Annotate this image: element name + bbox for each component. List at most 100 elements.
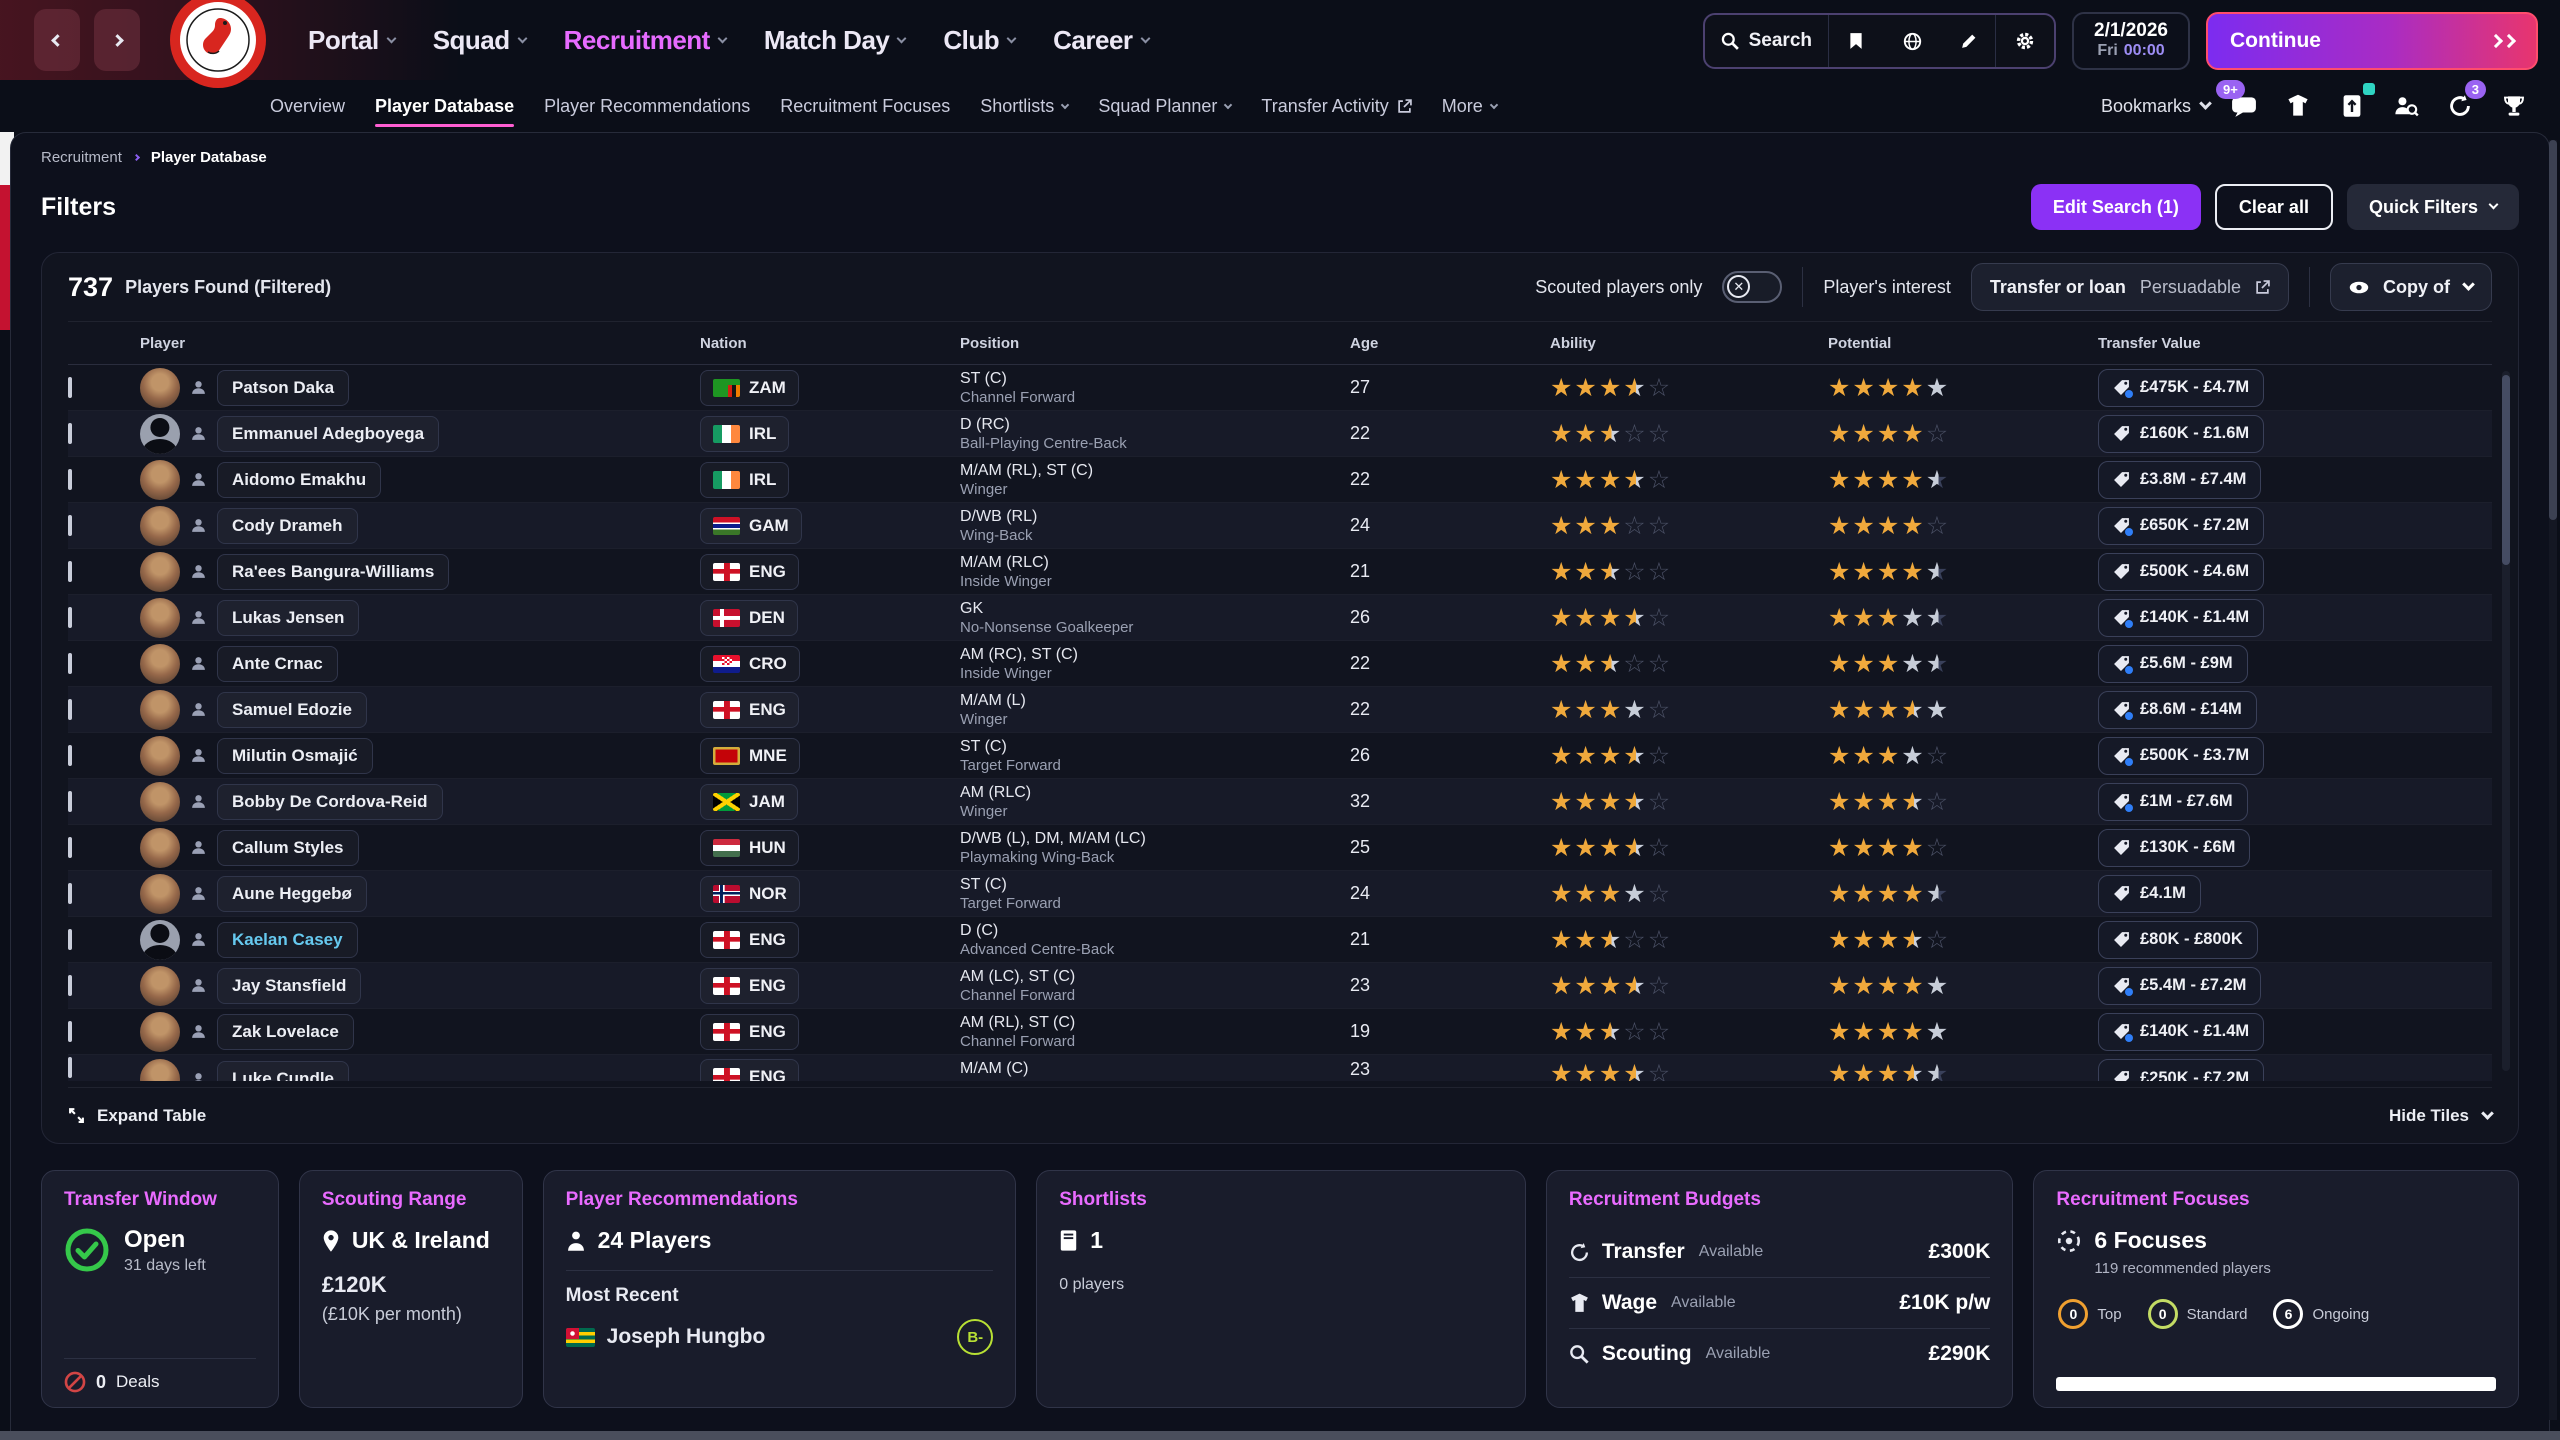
row-checkbox[interactable]	[68, 836, 72, 858]
search-button[interactable]: Search	[1705, 15, 1828, 67]
table-scrollbar[interactable]	[2502, 371, 2510, 1071]
transfer-value-chip[interactable]: £140K - £1.4M	[2098, 598, 2265, 637]
row-checkbox[interactable]	[68, 698, 72, 720]
transfer-value-chip[interactable]: £250K - £7.2M	[2098, 1059, 2265, 1081]
row-checkbox[interactable]	[68, 790, 72, 812]
table-row[interactable]: Kaelan Casey ENG D (C) Advanced Centre-Ba…	[68, 917, 2492, 963]
row-checkbox[interactable]	[68, 744, 72, 766]
col-nation[interactable]: Nation	[700, 334, 747, 352]
transfer-value-chip[interactable]: £130K - £6M	[2098, 828, 2251, 867]
player-name[interactable]: Luke Cundle	[217, 1061, 350, 1081]
transfer-value-chip[interactable]: £1M - £7.6M	[2098, 782, 2248, 821]
transfer-value-chip[interactable]: £5.6M - £9M	[2098, 644, 2248, 683]
transfer-value-chip[interactable]: £4.1M	[2098, 874, 2201, 913]
row-checkbox[interactable]	[68, 422, 72, 444]
row-checkbox[interactable]	[68, 468, 72, 490]
player-name[interactable]: Zak Lovelace	[217, 1013, 354, 1050]
table-row[interactable]: Cody Drameh GAM D/WB (RL) Wing-Back 24 ★★…	[68, 503, 2492, 549]
player-name[interactable]: Callum Styles	[217, 829, 359, 866]
history-back-button[interactable]	[34, 9, 80, 71]
tile-scouting-range[interactable]: Scouting Range UK & Ireland £120K (£10K …	[298, 1170, 523, 1408]
nav-squad[interactable]: Squad	[433, 25, 528, 56]
player-name[interactable]: Ante Crnac	[217, 645, 338, 682]
transfer-value-chip[interactable]: £500K - £4.6M	[2098, 552, 2265, 591]
table-row[interactable]: Lukas Jensen DEN GK No-Nonsense Goalkeepe…	[68, 595, 2492, 641]
breadcrumb-parent[interactable]: Recruitment	[41, 149, 122, 166]
tab-player-recommendations[interactable]: Player Recommendations	[544, 95, 751, 116]
transfer-value-chip[interactable]: £475K - £4.7M	[2098, 368, 2265, 407]
row-checkbox[interactable]	[68, 974, 72, 996]
col-position[interactable]: Position	[960, 334, 1020, 352]
tab-overview[interactable]: Overview	[270, 95, 346, 116]
tile-recruitment-focuses[interactable]: Recruitment Focuses 6 Focuses 119 recomm…	[2033, 1170, 2519, 1408]
most-recent-player-row[interactable]: Joseph Hungbo B-	[565, 1319, 994, 1355]
row-checkbox[interactable]	[68, 928, 72, 950]
tab-squad-planner[interactable]: Squad Planner	[1098, 88, 1233, 125]
transfer-value-chip[interactable]: £160K - £1.6M	[2098, 414, 2265, 453]
table-row[interactable]: Aune Heggebø NOR ST (C) Target Forward 24…	[68, 871, 2492, 917]
table-row[interactable]: Zak Lovelace ENG AM (RL), ST (C) Channel …	[68, 1009, 2492, 1055]
scouted-only-toggle[interactable]: ✕	[1722, 271, 1783, 303]
continue-button[interactable]: Continue	[2206, 12, 2538, 70]
clear-all-button[interactable]: Clear all	[2214, 184, 2333, 230]
horizontal-scrollbar[interactable]	[0, 1431, 2560, 1440]
tab-player-database[interactable]: Player Database	[375, 88, 515, 127]
tile-transfer-window[interactable]: Transfer Window Open 31 days left 0 Deal…	[41, 1170, 279, 1408]
settings-gear-icon[interactable]	[2002, 15, 2048, 67]
player-name[interactable]: Kaelan Casey	[217, 921, 358, 958]
col-transfer-value[interactable]: Transfer Value	[2098, 334, 2201, 352]
tab-transfer-activity[interactable]: Transfer Activity	[1261, 88, 1412, 125]
row-checkbox[interactable]	[68, 376, 72, 398]
view-selector-dropdown[interactable]: Copy of	[2330, 263, 2492, 311]
transfer-value-chip[interactable]: £3.8M - £7.4M	[2098, 460, 2262, 499]
quick-filters-button[interactable]: Quick Filters	[2346, 184, 2519, 230]
edit-search-button[interactable]: Edit Search (1)	[2030, 184, 2201, 230]
nav-match-day[interactable]: Match Day	[764, 25, 907, 56]
table-row[interactable]: Milutin Osmajić MNE ST (C) Target Forward…	[68, 733, 2492, 779]
table-row[interactable]: Bobby De Cordova-Reid JAM AM (RLC) Winger…	[68, 779, 2492, 825]
player-interest-filter-chip[interactable]: Transfer or loan Persuadable	[1970, 263, 2289, 311]
row-checkbox[interactable]	[68, 606, 72, 628]
row-checkbox[interactable]	[68, 652, 72, 674]
table-row[interactable]: Emmanuel Adegboyega IRL D (RC) Ball-Playi…	[68, 411, 2492, 457]
table-scrollbar-thumb[interactable]	[2502, 375, 2510, 565]
transfer-value-chip[interactable]: £5.4M - £7.2M	[2098, 966, 2262, 1005]
nav-recruitment[interactable]: Recruitment	[564, 25, 728, 56]
tab-recruitment-focuses[interactable]: Recruitment Focuses	[780, 95, 951, 116]
hide-tiles-button[interactable]: Hide Tiles	[2389, 1106, 2494, 1126]
row-checkbox[interactable]	[68, 882, 72, 904]
competition-trophy-icon[interactable]	[2494, 86, 2534, 126]
page-scrollbar[interactable]	[2549, 140, 2557, 1420]
player-name[interactable]: Jay Stansfield	[217, 967, 362, 1004]
club-crest-bristol-city[interactable]	[168, 0, 268, 90]
col-player[interactable]: Player	[140, 334, 186, 352]
table-row[interactable]: Callum Styles HUN D/WB (L), DM, M/AM (LC…	[68, 825, 2492, 871]
inbox-messages-icon[interactable]: 9+	[2216, 80, 2264, 126]
game-date[interactable]: 2/1/2026 Fri 00:00	[2072, 12, 2190, 70]
row-checkbox[interactable]	[68, 1020, 72, 1042]
nav-career[interactable]: Career	[1053, 25, 1151, 56]
bookmark-icon[interactable]	[1833, 15, 1879, 67]
tile-recruitment-budgets[interactable]: Recruitment Budgets Transfer Available £…	[1545, 1170, 2014, 1408]
bookmarks-dropdown[interactable]: Bookmarks	[2101, 96, 2212, 117]
table-row[interactable]: Samuel Edozie ENG M/AM (L) Winger 22 ★★★★…	[68, 687, 2492, 733]
world-news-icon[interactable]	[1889, 15, 1935, 67]
transfer-offers-icon[interactable]: 3	[2440, 80, 2486, 126]
table-row[interactable]: Aidomo Emakhu IRL M/AM (RL), ST (C) Winge…	[68, 457, 2492, 503]
player-name[interactable]: Aune Heggebø	[217, 875, 367, 912]
player-name[interactable]: Bobby De Cordova-Reid	[217, 783, 443, 820]
table-row[interactable]: Luke Cundle ENG M/AM (C) 23 ★★★★☆ ★★★★★ …	[68, 1055, 2492, 1081]
table-row[interactable]: Ante Crnac CRO AM (RC), ST (C) Inside Win…	[68, 641, 2492, 687]
transfer-card-icon[interactable]	[2332, 83, 2375, 126]
tile-player-recommendations[interactable]: Player Recommendations 24 Players Most R…	[542, 1170, 1017, 1408]
row-checkbox[interactable]	[68, 514, 72, 536]
row-checkbox[interactable]	[68, 560, 72, 582]
tile-shortlists[interactable]: Shortlists 1 0 players	[1036, 1170, 1526, 1408]
player-name[interactable]: Lukas Jensen	[217, 599, 360, 636]
page-scrollbar-thumb[interactable]	[2549, 140, 2557, 520]
player-name[interactable]: Emmanuel Adegboyega	[217, 415, 440, 452]
col-ability[interactable]: Ability	[1550, 334, 1596, 352]
col-potential[interactable]: Potential	[1828, 334, 1892, 352]
scouting-search-icon[interactable]	[2386, 86, 2426, 126]
transfer-value-chip[interactable]: £8.6M - £14M	[2098, 690, 2257, 729]
